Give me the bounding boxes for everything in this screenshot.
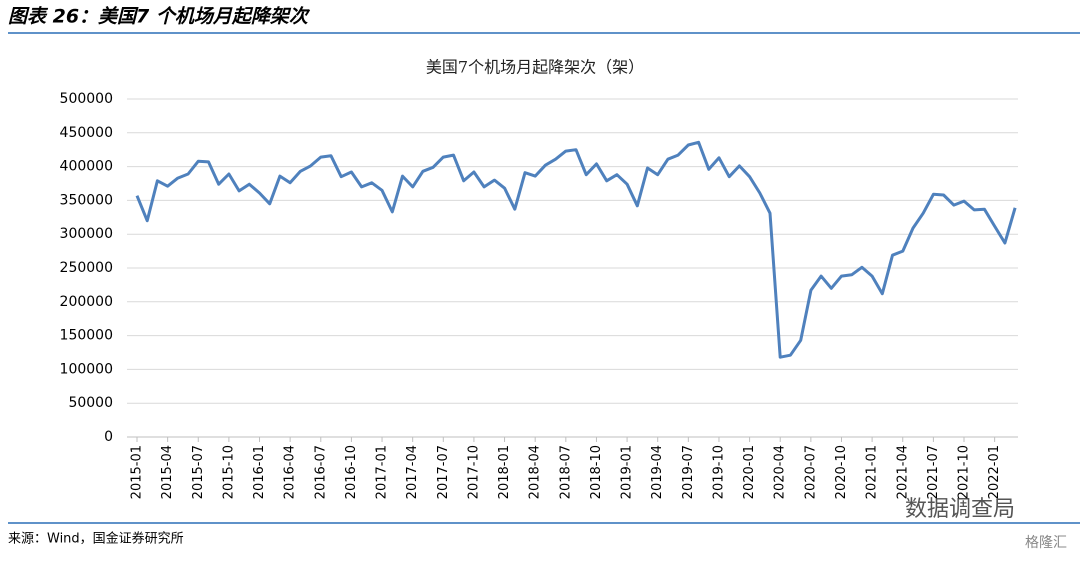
y-tick-label: 200000 [60, 294, 113, 310]
y-tick-label: 0 [104, 429, 113, 445]
y-tick-label: 450000 [60, 125, 113, 141]
x-tick-label: 2016-10 [344, 445, 359, 499]
x-tick-label: 2017-07 [436, 445, 451, 499]
plot-area: 0 50000 100000 150000 200000 250000 300000 3500… [60, 91, 1018, 499]
x-tick-label: 2015-01 [130, 445, 145, 499]
y-tick-label: 100000 [60, 361, 113, 377]
x-tick-label: 2020-07 [803, 445, 818, 499]
data-line [135, 140, 1017, 359]
watermark-brand: 格隆汇 [1025, 535, 1067, 551]
y-tick-label: 500000 [60, 91, 113, 107]
page-header: 图表 26：美国7 个机场月起降架次 [8, 6, 311, 28]
x-tick-label: 2020-10 [834, 445, 849, 499]
x-tick-label: 2017-10 [466, 445, 481, 499]
x-tick-label: 2015-04 [160, 445, 175, 499]
x-tick-label: 2016-01 [252, 445, 267, 499]
x-tick-label: 2019-01 [620, 445, 635, 499]
x-tick-label: 2015-10 [221, 445, 236, 499]
chart-title: 美国7个机场月起降架次（架） [426, 58, 644, 77]
x-tick-label: 2022-01 [987, 445, 1002, 499]
x-tick-label: 2019-07 [681, 445, 696, 499]
y-tick-label: 150000 [60, 328, 113, 344]
y-tick-label: 400000 [60, 159, 113, 175]
x-tick-label: 2019-04 [650, 445, 665, 499]
source: 来源：Wind，国金证券研究所 [8, 531, 184, 547]
y-tick-label: 50000 [68, 395, 113, 411]
y-tick-label: 300000 [60, 226, 113, 242]
x-tick-label: 2021-07 [926, 445, 941, 499]
x-tick-label: 2018-10 [589, 445, 604, 499]
x-tick-label: 2017-04 [405, 445, 420, 499]
x-tick-label: 2018-07 [558, 445, 573, 499]
x-tick-label: 2016-04 [283, 445, 298, 499]
x-tick-label: 2015-07 [191, 445, 206, 499]
watermark: 数据调查局 [905, 497, 1015, 522]
x-tick-label: 2021-10 [957, 445, 972, 499]
y-tick-label: 350000 [60, 192, 113, 208]
x-tick-label: 2021-01 [865, 445, 880, 499]
x-tick-label: 2020-04 [773, 445, 788, 499]
x-tick-label: 2016-07 [313, 445, 328, 499]
x-tick-label: 2018-04 [528, 445, 543, 499]
x-tick-label: 2021-04 [895, 445, 910, 499]
x-tick-label: 2017-01 [375, 445, 390, 499]
x-tick-label: 2020-01 [742, 445, 757, 499]
x-tick-label: 2018-01 [497, 445, 512, 499]
x-tick-label: 2019-10 [711, 445, 726, 499]
y-tick-label: 250000 [60, 260, 113, 276]
